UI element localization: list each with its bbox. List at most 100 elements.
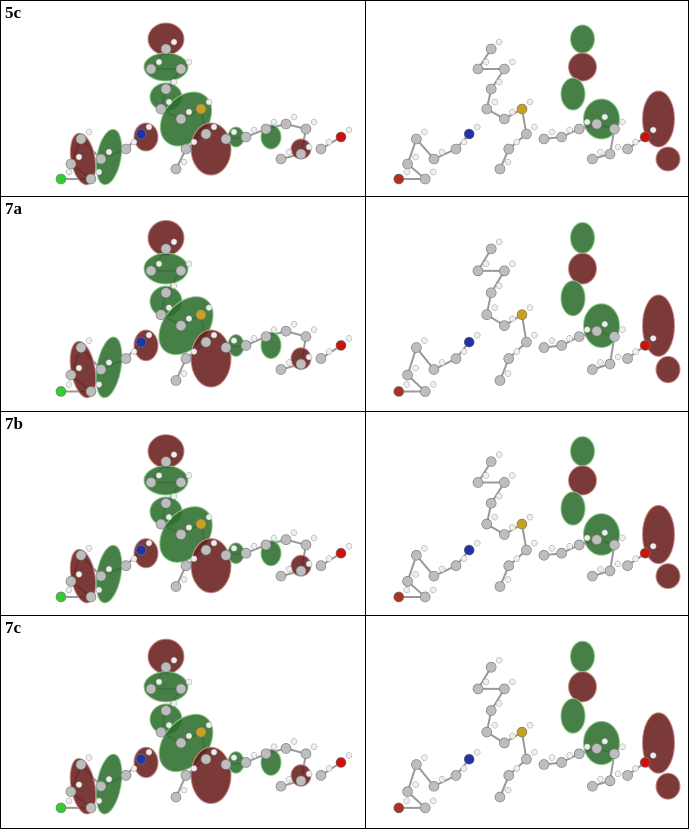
hydrogen (180, 786, 188, 794)
atom (393, 386, 405, 397)
atom (335, 340, 347, 351)
atom (419, 173, 431, 185)
atom (485, 497, 497, 509)
atom (160, 705, 172, 716)
hydrogen (473, 748, 481, 756)
hydrogen (190, 765, 198, 772)
orbital-lobe (570, 222, 595, 254)
atom (145, 683, 157, 695)
atom (75, 550, 87, 561)
atom (450, 560, 462, 572)
hydrogen (75, 364, 83, 372)
molecule-image (55, 638, 353, 815)
atom (160, 83, 172, 95)
hydrogen (285, 775, 293, 783)
cell-right (366, 616, 688, 828)
atom (75, 342, 87, 353)
hydrogen (305, 770, 313, 778)
atom (295, 358, 307, 370)
hydrogen (412, 364, 419, 372)
hydrogen (210, 123, 218, 131)
hydrogen (290, 529, 298, 536)
hydrogen (649, 752, 657, 759)
atom (604, 358, 616, 370)
orbital-lobe (568, 52, 597, 82)
hydrogen (460, 138, 468, 146)
atom (604, 775, 616, 787)
atom (538, 342, 550, 353)
hydrogen (75, 781, 83, 788)
hydrogen (548, 545, 556, 552)
hydrogen (310, 326, 318, 333)
atom (402, 576, 413, 587)
cell-left: 7c (1, 616, 366, 828)
atom (175, 737, 187, 749)
atom (170, 581, 182, 592)
atom (481, 518, 493, 530)
atom (402, 158, 413, 170)
hydrogen (170, 238, 178, 246)
atom (65, 369, 77, 381)
atom (622, 770, 633, 781)
atom (521, 128, 532, 140)
hydrogen (145, 748, 153, 756)
hydrogen (205, 98, 213, 106)
atom (639, 547, 651, 559)
hydrogen (583, 743, 591, 751)
atom (155, 103, 167, 115)
atom (220, 342, 232, 353)
atom (494, 375, 506, 386)
atom (240, 547, 252, 559)
hydrogen (566, 126, 573, 134)
hydrogen (170, 78, 178, 86)
atom (300, 748, 312, 760)
atom (200, 753, 212, 765)
orbital-lobe (655, 772, 681, 800)
hydrogen (632, 555, 639, 562)
hydrogen (403, 381, 411, 388)
atom (160, 243, 172, 255)
hydrogen (504, 576, 512, 583)
hydrogen (421, 337, 428, 344)
atom (516, 726, 528, 738)
hydrogen (460, 348, 468, 355)
atom (135, 336, 147, 348)
atom (587, 153, 598, 165)
hydrogen (180, 576, 188, 583)
atom (499, 63, 510, 75)
atom (463, 336, 475, 348)
hydrogen (601, 738, 609, 745)
orbital-lobe (655, 355, 681, 384)
hydrogen (85, 545, 93, 552)
hydrogen (619, 534, 626, 542)
hydrogen (145, 539, 153, 547)
atom (155, 518, 167, 530)
atom (639, 757, 651, 768)
hydrogen (548, 128, 556, 136)
hydrogen (290, 738, 298, 745)
hydrogen (185, 58, 193, 66)
atom (463, 128, 475, 140)
atom (419, 386, 431, 397)
atom (494, 791, 506, 803)
atom (95, 570, 107, 582)
atom (75, 759, 87, 770)
atom (280, 534, 292, 545)
atom (295, 565, 307, 577)
hydrogen (230, 128, 238, 136)
hydrogen (285, 359, 293, 366)
hydrogen (548, 754, 556, 761)
row-label: 7c (5, 618, 22, 637)
atom (609, 748, 620, 760)
atom (521, 336, 532, 348)
atom (622, 560, 633, 572)
atom (499, 477, 510, 488)
hydrogen (583, 326, 591, 333)
hydrogen (495, 238, 503, 246)
hydrogen (438, 148, 446, 156)
hydrogen (85, 128, 93, 136)
atom (521, 544, 532, 556)
orbital-lobe (95, 336, 123, 399)
hydrogen (190, 555, 198, 562)
atom (587, 780, 598, 792)
